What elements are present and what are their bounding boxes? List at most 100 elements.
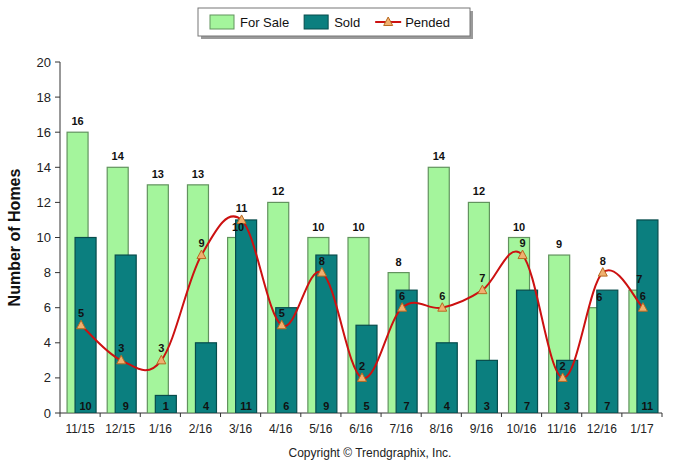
line-marker (598, 268, 607, 277)
y-tick (55, 167, 60, 168)
bar-label: 7 (604, 400, 610, 412)
bar-label: 12 (473, 185, 485, 197)
bar (147, 185, 168, 413)
line-label: 5 (78, 307, 84, 319)
x-tick-divider (581, 413, 582, 417)
bar (155, 395, 176, 413)
bar (637, 220, 658, 413)
bar (476, 360, 497, 413)
x-tick-label: 11/16 (547, 422, 576, 436)
line-label: 3 (118, 342, 124, 354)
line-marker (317, 268, 326, 277)
line-label: 11 (236, 202, 248, 214)
x-tick-divider (662, 413, 663, 417)
x-tick-label: 7/16 (389, 422, 413, 436)
y-tick-label: 6 (44, 300, 51, 315)
legend-label: Sold (334, 15, 360, 30)
y-tick-label: 18 (37, 90, 51, 105)
line-label: 9 (198, 237, 204, 249)
bar-label: 9 (123, 400, 129, 412)
x-tick-label: 12/15 (105, 422, 135, 436)
line-marker (398, 303, 407, 312)
line-label: 5 (279, 307, 285, 319)
legend-marker (384, 17, 393, 26)
x-tick-label: 12/16 (587, 422, 617, 436)
line-label: 3 (158, 342, 164, 354)
line-marker (117, 355, 126, 364)
bar-label: 10 (513, 221, 525, 233)
x-tick-divider (340, 413, 341, 417)
y-tick-label: 2 (44, 370, 51, 385)
bar-label: 12 (272, 185, 284, 197)
y-tick-label: 8 (44, 265, 51, 280)
y-tick (55, 342, 60, 343)
bar-label: 1 (163, 400, 169, 412)
line-label: 7 (479, 272, 485, 284)
bar-label: 3 (484, 400, 490, 412)
bar-label: 8 (396, 256, 402, 268)
bar-label: 10 (352, 221, 364, 233)
bar-label: 4 (203, 400, 210, 412)
x-tick-label: 11/15 (65, 422, 94, 436)
y-tick-label: 4 (44, 335, 51, 350)
y-tick-label: 16 (37, 125, 51, 140)
y-tick-label: 0 (44, 406, 51, 421)
line-label: 2 (560, 360, 566, 372)
bar-label: 11 (240, 400, 252, 412)
x-tick-label: 1/16 (149, 422, 173, 436)
x-tick-divider (381, 413, 382, 417)
x-tick-divider (501, 413, 502, 417)
line-marker (358, 373, 367, 382)
legend-swatch (304, 15, 328, 29)
y-tick (55, 413, 60, 414)
x-tick-label: 2/16 (189, 422, 213, 436)
y-tick (55, 272, 60, 273)
y-tick-label: 10 (37, 230, 51, 245)
bar (396, 290, 417, 413)
line-marker (558, 373, 567, 382)
line-path (81, 216, 643, 378)
x-tick-label: 4/16 (269, 422, 293, 436)
line-marker (478, 285, 487, 294)
y-tick (55, 97, 60, 98)
chart-svg: 0246810121416182011/1512/151/162/163/164… (0, 0, 683, 466)
x-tick-divider (621, 413, 622, 417)
bar-label: 10 (312, 221, 324, 233)
bar-label: 4 (444, 400, 451, 412)
y-tick-label: 14 (37, 160, 51, 175)
bar-label: 11 (642, 400, 654, 412)
line-label: 8 (600, 255, 606, 267)
bar-label: 7 (404, 400, 410, 412)
bar-label: 13 (192, 168, 204, 180)
x-tick-divider (260, 413, 261, 417)
bar-label: 13 (152, 168, 164, 180)
y-tick (55, 202, 60, 203)
line-marker (438, 303, 447, 312)
bar-label: 14 (433, 150, 446, 162)
copyright: Copyright © Trendgraphix, Inc. (289, 446, 452, 460)
y-tick (55, 237, 60, 238)
y-tick (55, 132, 60, 133)
data-labels: 1614131310121010814121096710914116957437… (71, 115, 653, 412)
line-marker (638, 303, 647, 312)
bar (115, 255, 136, 413)
bar-label: 10 (79, 400, 91, 412)
line-label: 6 (399, 290, 405, 302)
chart-container: 0246810121416182011/1512/151/162/163/164… (0, 0, 683, 466)
bar-label: 6 (283, 400, 289, 412)
line-label: 9 (519, 237, 525, 249)
line-label: 6 (439, 290, 445, 302)
x-tick-label: 6/16 (349, 422, 373, 436)
bar (75, 238, 96, 414)
bar (597, 290, 618, 413)
y-tick (55, 307, 60, 308)
x-tick-divider (60, 413, 61, 417)
y-tick (55, 377, 60, 378)
line-label: 6 (640, 290, 646, 302)
x-tick-label: 8/16 (430, 422, 454, 436)
x-tick-label: 10/16 (507, 422, 537, 436)
x-tick-divider (180, 413, 181, 417)
legend-swatch (210, 15, 234, 29)
x-tick-divider (140, 413, 141, 417)
legend-label: Pended (405, 15, 450, 30)
